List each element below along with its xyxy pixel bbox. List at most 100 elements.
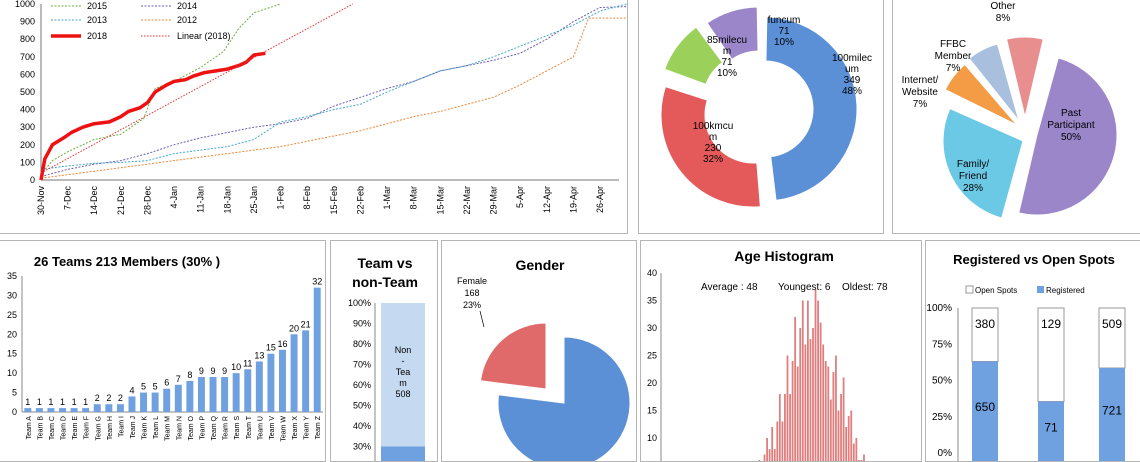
x-tick-label: 29-Mar (489, 186, 499, 215)
age-bar (779, 394, 781, 462)
age-bar (817, 301, 819, 462)
age-bar (833, 372, 835, 462)
y-tick-label: 600 (20, 69, 35, 79)
y-tick-label: 30% (353, 442, 371, 452)
category-label: Team E (72, 416, 79, 440)
open-value-label: 509 (1102, 317, 1122, 331)
bar-value-label: 32 (312, 277, 322, 287)
slice-label: um (845, 64, 859, 75)
slice-label: 7% (946, 63, 961, 74)
age-bar (784, 394, 786, 462)
age-bar (815, 290, 817, 462)
x-tick-label: 18-Jan (222, 186, 232, 214)
category-label: Team Q (211, 415, 218, 440)
slice-label: FFBC (940, 39, 966, 50)
age-bar (825, 361, 827, 462)
bar-value-label: 1 (25, 397, 30, 407)
x-tick-label: 14-Dec (89, 186, 99, 216)
slice-label: 230 (705, 143, 722, 154)
category-label: Team K (142, 416, 149, 440)
team-bar (140, 393, 147, 412)
category-label: Team G (95, 416, 102, 441)
category-label: Team C (49, 416, 56, 440)
age-bar (835, 356, 837, 462)
nonteam-label: Non (395, 345, 412, 355)
slice-label: m (709, 132, 717, 143)
team-bar (210, 377, 217, 412)
category-label: Team I (118, 416, 125, 437)
team-bar (152, 393, 159, 412)
y-tick-label: 900 (20, 17, 35, 27)
team-bar (233, 373, 240, 412)
age-bar (838, 411, 840, 462)
bar-value-label: 21 (301, 319, 311, 329)
category-label: Team L (153, 416, 160, 439)
y-tick-label: 100% (348, 298, 371, 308)
age-bar (840, 394, 842, 462)
bar-value-label: 2 (118, 393, 123, 403)
bar-value-label: 1 (72, 397, 77, 407)
x-tick-label: 1-Feb (276, 186, 286, 210)
category-label: Team Y (304, 416, 311, 440)
slice-label: Family/ (957, 159, 989, 170)
y-tick-label: 0 (12, 407, 17, 417)
bar-value-label: 16 (277, 339, 287, 349)
slice-label: Other (990, 1, 1016, 12)
age-bar (843, 378, 845, 462)
age-bar (799, 328, 801, 462)
y-tick-label: 70% (353, 360, 371, 370)
bar-value-label: 9 (211, 366, 216, 376)
y-tick-label: 5 (12, 388, 17, 398)
nonteam-label: 508 (395, 389, 410, 399)
y-tick-label: 75% (932, 339, 952, 350)
bar-value-label: 15 (266, 343, 276, 353)
age-bar (797, 367, 799, 462)
category-label: Team V (269, 416, 276, 440)
age-bar (850, 411, 852, 462)
bar-value-label: 6 (164, 378, 169, 388)
age-bar (789, 394, 791, 462)
age-bar (807, 301, 809, 462)
legend-swatch (966, 286, 973, 293)
registered-value-label: 71 (1044, 420, 1058, 434)
team-bar (117, 404, 124, 412)
age-bar (827, 367, 829, 462)
age-bar (830, 400, 832, 462)
slice-label: 168 (464, 288, 479, 298)
category-label: Team F (84, 416, 91, 439)
slice-label: 23% (463, 300, 481, 310)
slice-label: 8% (996, 13, 1011, 24)
y-tick-label: 25 (647, 351, 657, 361)
chart-title: Registered vs Open Spots (953, 252, 1115, 267)
x-tick-label: 26-Apr (595, 186, 605, 213)
y-tick-label: 100 (20, 157, 35, 167)
bar-value-label: 5 (153, 382, 158, 392)
open-value-label: 129 (1041, 317, 1061, 331)
y-tick-label: 1000 (15, 0, 35, 9)
series-line (41, 4, 353, 173)
x-tick-label: 22-Feb (355, 186, 365, 215)
x-tick-label: 8-Feb (302, 186, 312, 210)
team-bar (36, 408, 43, 412)
category-label: Team M (165, 416, 172, 441)
slice-label: 32% (703, 154, 723, 165)
legend-label: 2015 (87, 1, 107, 11)
age-bar (764, 455, 766, 462)
y-tick-label: 10 (7, 368, 17, 378)
category-label: Team Z (315, 415, 322, 439)
team-bar (94, 404, 101, 412)
x-tick-label: 4-Jan (169, 186, 179, 209)
leader-line (480, 311, 484, 327)
age-bar (855, 438, 857, 462)
series-line (41, 17, 628, 178)
team-bar (291, 334, 298, 412)
y-tick-label: 40% (353, 421, 371, 431)
age-bar (822, 345, 824, 462)
chart-title: non-Team (352, 274, 418, 290)
